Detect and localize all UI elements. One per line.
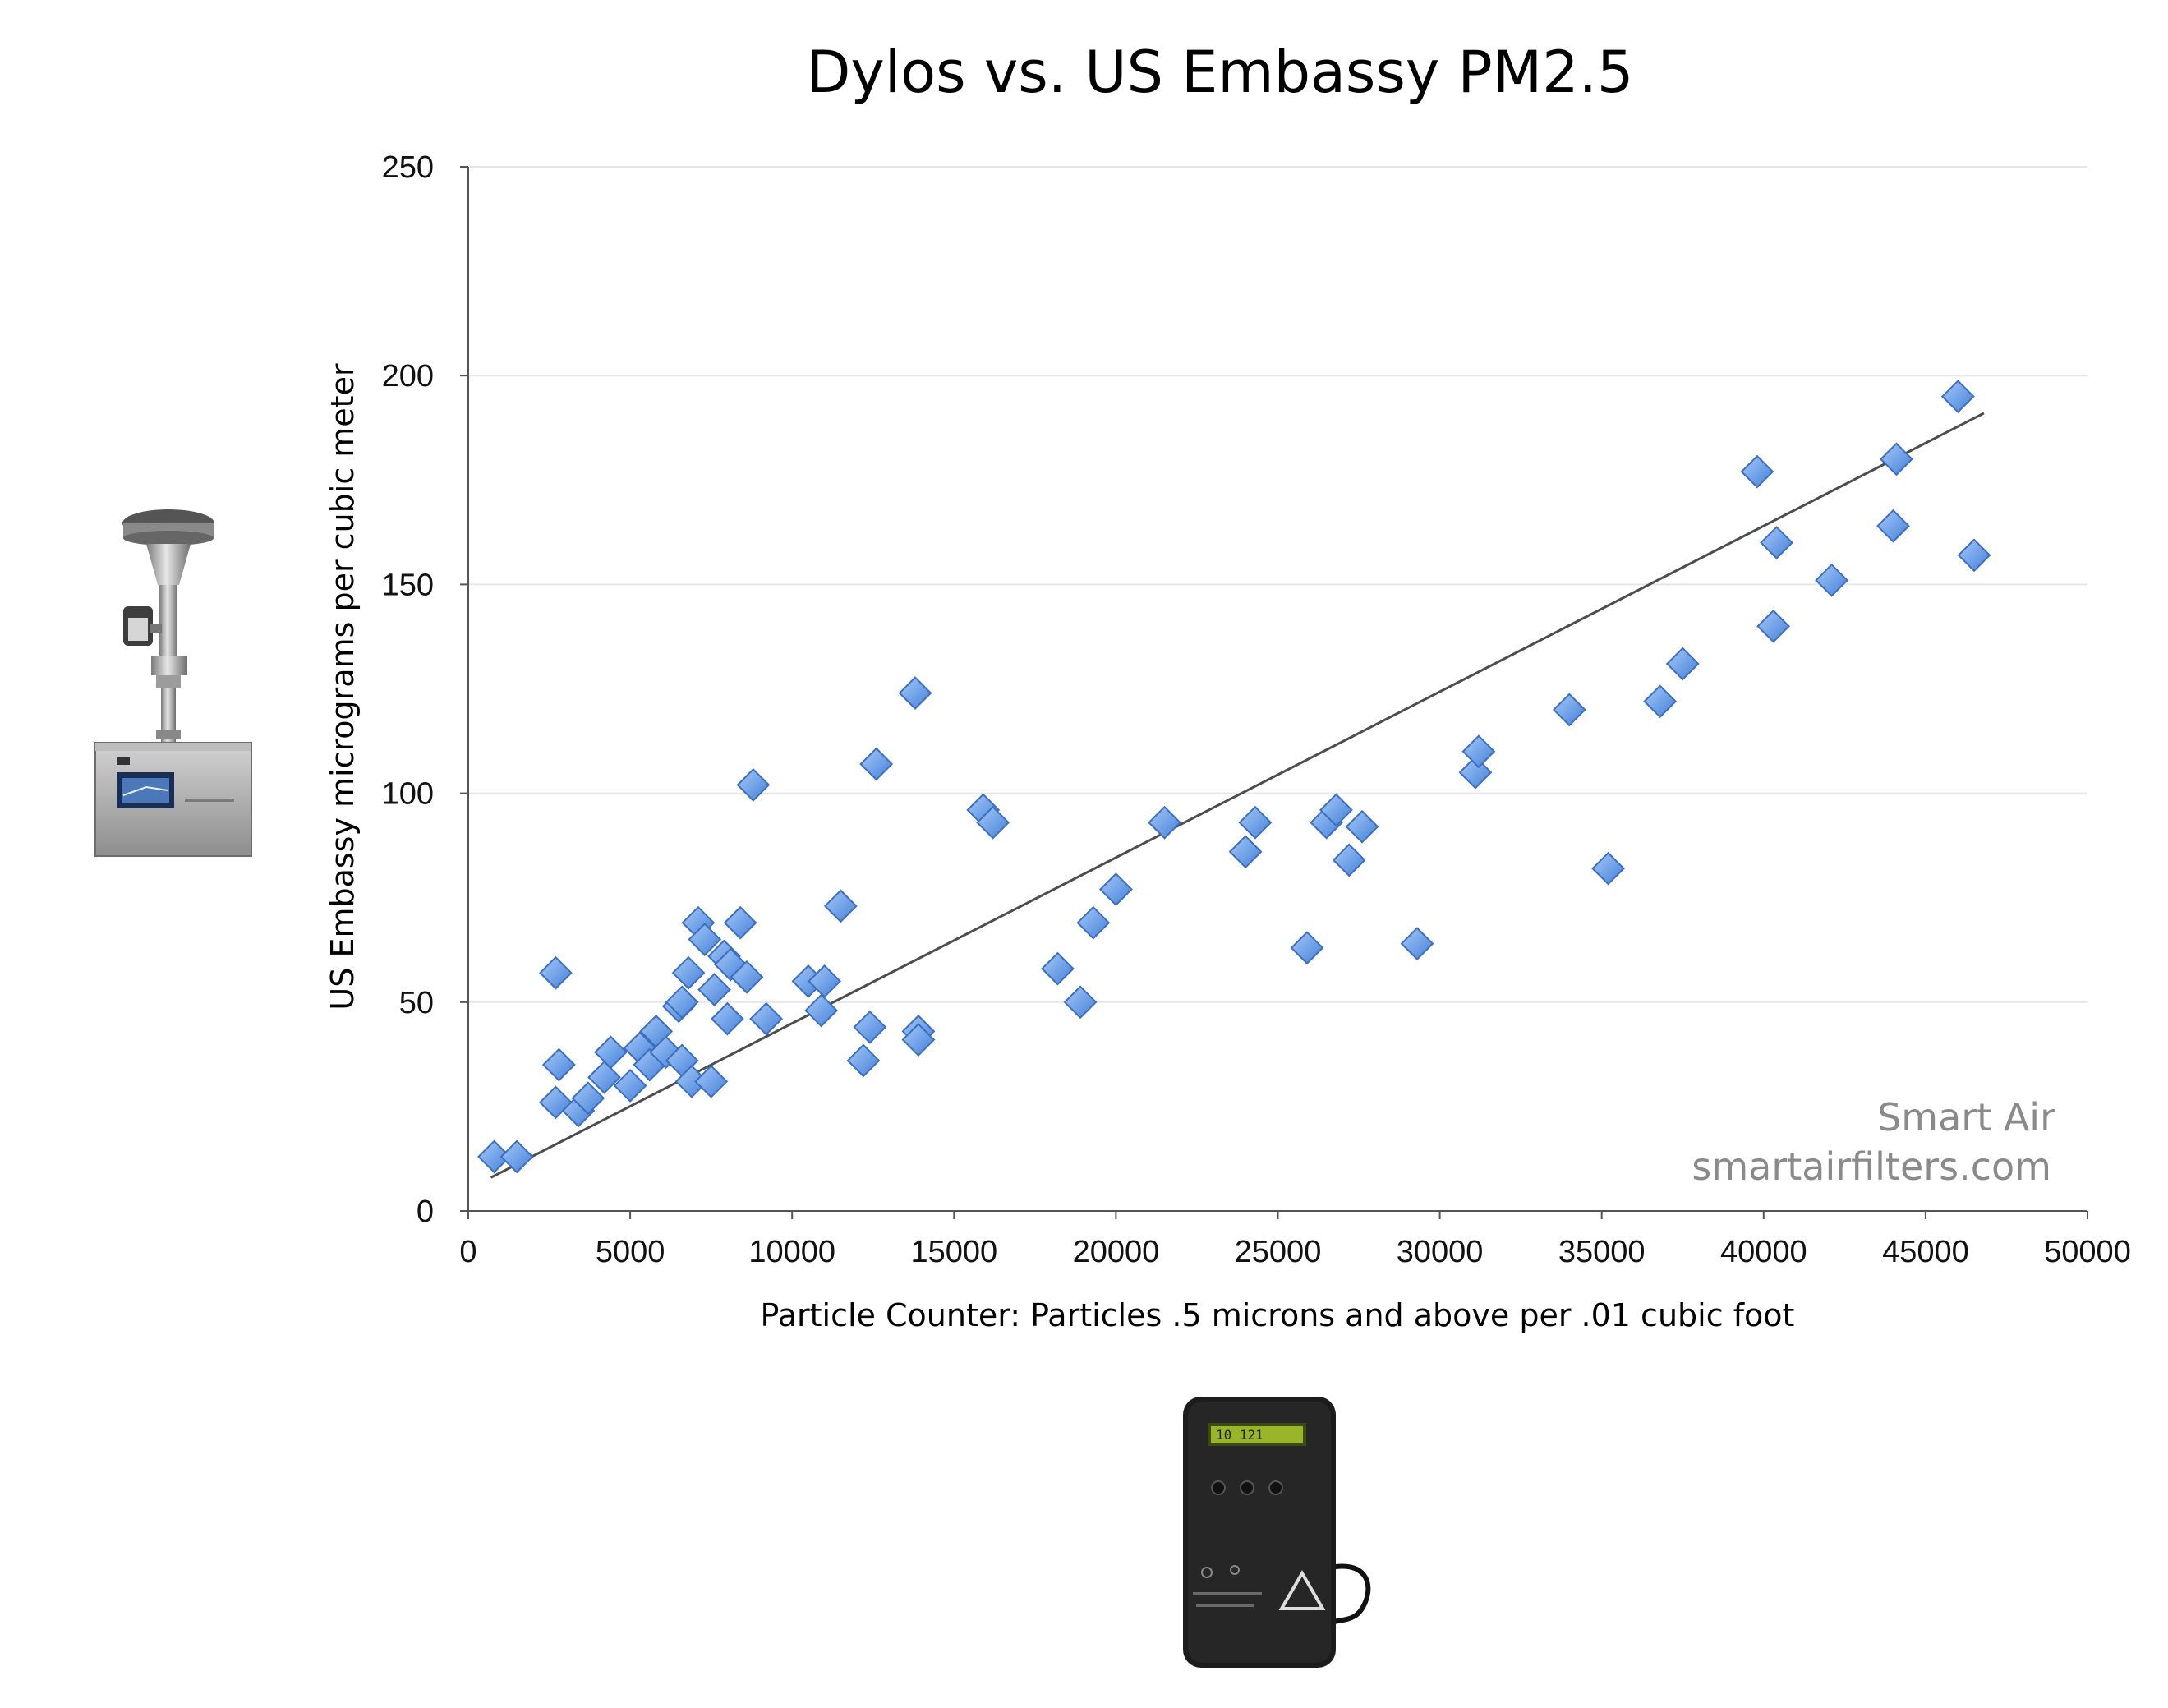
- data-point: [571, 1081, 605, 1116]
- data-point: [976, 805, 1010, 840]
- data-point: [710, 1001, 744, 1036]
- data-point: [1098, 872, 1133, 906]
- data-point: [541, 1047, 576, 1082]
- y-tick-label: 200: [382, 359, 434, 394]
- data-point: [594, 1035, 628, 1070]
- data-point: [823, 889, 858, 923]
- data-point: [1345, 809, 1379, 844]
- chart-title: Dylos vs. US Embassy PM2.5: [807, 39, 1634, 106]
- data-point: [688, 923, 722, 956]
- y-tick-label: 250: [382, 150, 434, 185]
- y-axis-label: US Embassy micrograms per cubic meter: [325, 363, 361, 1011]
- data-point: [1740, 454, 1774, 489]
- data-point: [1076, 905, 1111, 940]
- data-point: [723, 905, 757, 940]
- x-tick-labels: 0 5000 10000 15000 20000 25000 30000 35000 40000…: [459, 1211, 2131, 1269]
- data-point: [539, 955, 573, 990]
- data-point: [846, 1043, 881, 1078]
- dylos-screen-text: 10 121: [1216, 1427, 1264, 1443]
- data-point: [1552, 693, 1586, 727]
- data-point: [730, 960, 764, 994]
- gridlines: [468, 166, 2087, 1003]
- data-point: [587, 1060, 621, 1094]
- watermark-url: smartairfilters.com: [1692, 1144, 2051, 1189]
- data-point: [1940, 380, 1975, 414]
- data-point: [1591, 851, 1625, 886]
- x-tick-label: 40000: [1720, 1235, 1807, 1269]
- data-point: [1461, 734, 1496, 769]
- x-tick-label: 20000: [1073, 1235, 1160, 1269]
- data-point: [499, 1139, 534, 1174]
- data-point: [1290, 931, 1324, 965]
- data-point: [1458, 755, 1493, 790]
- data-point: [1228, 835, 1263, 869]
- x-tick-label: 25000: [1235, 1235, 1322, 1269]
- data-point: [1041, 951, 1075, 986]
- data-point: [539, 1085, 573, 1120]
- data-point: [1665, 647, 1700, 681]
- data-point: [898, 676, 932, 710]
- data-point: [1815, 563, 1848, 597]
- data-point: [1238, 805, 1273, 840]
- data-point: [853, 1010, 887, 1044]
- data-point: [1643, 684, 1678, 719]
- x-tick-label: 10000: [748, 1235, 835, 1269]
- data-point: [736, 768, 771, 802]
- data-point: [649, 1035, 683, 1070]
- y-tick-labels: 0 50 100 150 200 250: [382, 150, 468, 1229]
- data-point: [1957, 538, 1991, 573]
- data-point: [697, 973, 732, 1006]
- data-point: [1319, 793, 1353, 827]
- data-point: [1332, 843, 1366, 877]
- data-point: [1148, 805, 1181, 840]
- x-tick-label: 50000: [2044, 1235, 2131, 1269]
- x-tick-label: 15000: [910, 1235, 997, 1269]
- air-monitor-illustration: [94, 509, 252, 857]
- data-point: [749, 1001, 784, 1036]
- x-tick-label: 35000: [1558, 1235, 1646, 1269]
- y-tick-label: 0: [417, 1195, 434, 1229]
- data-point: [1400, 927, 1434, 961]
- scatter-points: [477, 380, 1991, 1174]
- trendline: [490, 412, 1985, 1179]
- x-tick-label: 30000: [1397, 1235, 1484, 1269]
- data-point: [901, 1023, 936, 1057]
- y-tick-label: 150: [382, 568, 434, 602]
- y-tick-label: 50: [399, 986, 434, 1020]
- data-point: [1880, 442, 1913, 476]
- x-tick-label: 0: [459, 1235, 476, 1269]
- data-point: [694, 1064, 729, 1098]
- watermark-brand: Smart Air: [1877, 1095, 2055, 1139]
- data-point: [808, 964, 842, 998]
- data-point: [804, 993, 839, 1028]
- x-tick-label: 5000: [596, 1235, 665, 1269]
- data-point: [671, 955, 706, 990]
- data-point: [665, 985, 699, 1020]
- data-point: [1876, 509, 1910, 543]
- data-point: [613, 1069, 647, 1103]
- data-point: [859, 747, 894, 781]
- data-point: [1063, 985, 1098, 1020]
- data-point: [1756, 609, 1791, 643]
- data-point: [477, 1139, 511, 1174]
- x-tick-label: 45000: [1882, 1235, 1969, 1269]
- particle-counter-illustration: 10 121: [1183, 1397, 1371, 1668]
- data-point: [1760, 526, 1793, 559]
- x-axis-label: Particle Counter: Particles .5 microns a…: [761, 1297, 1795, 1333]
- y-tick-label: 100: [382, 777, 434, 812]
